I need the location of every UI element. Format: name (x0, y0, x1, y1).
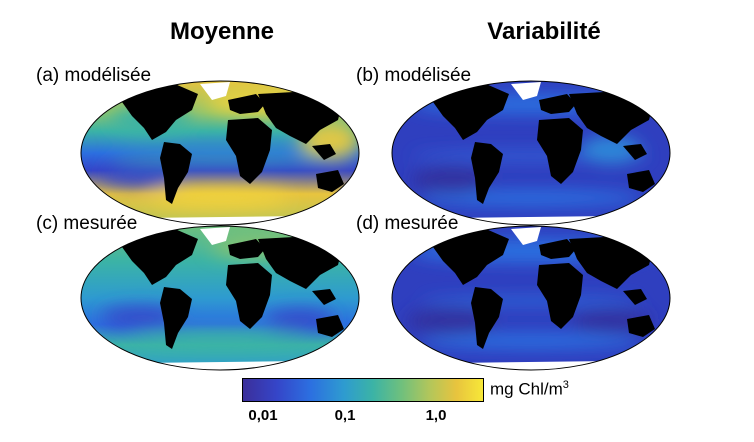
map-mean-modelled (80, 80, 360, 226)
colorbar-tick-label: 0,01 (248, 407, 278, 424)
panel-label-b: (b) modélisée (356, 65, 472, 86)
colorbar-tick-label: 1,0 (425, 407, 447, 424)
panel-label-d: (d) mesurée (356, 213, 459, 234)
colorbar-unit: mg Chl/m3 (490, 380, 569, 398)
map-variability-measured (391, 225, 671, 371)
map-mean-measured (80, 225, 360, 371)
colorbar-tick-label: 0,1 (334, 407, 356, 424)
column-title-variability: Variabilité (487, 18, 601, 45)
panel-label-c: (c) mesurée (36, 213, 138, 234)
colorbar-unit-exponent: 3 (562, 379, 569, 391)
column-title-mean: Moyenne (169, 18, 274, 45)
colorbar-unit-main: mg Chl/m (490, 379, 563, 399)
panel-label-a: (a) modélisée (36, 65, 152, 86)
map-variability-modelled (391, 80, 671, 226)
colorbar (242, 378, 484, 402)
